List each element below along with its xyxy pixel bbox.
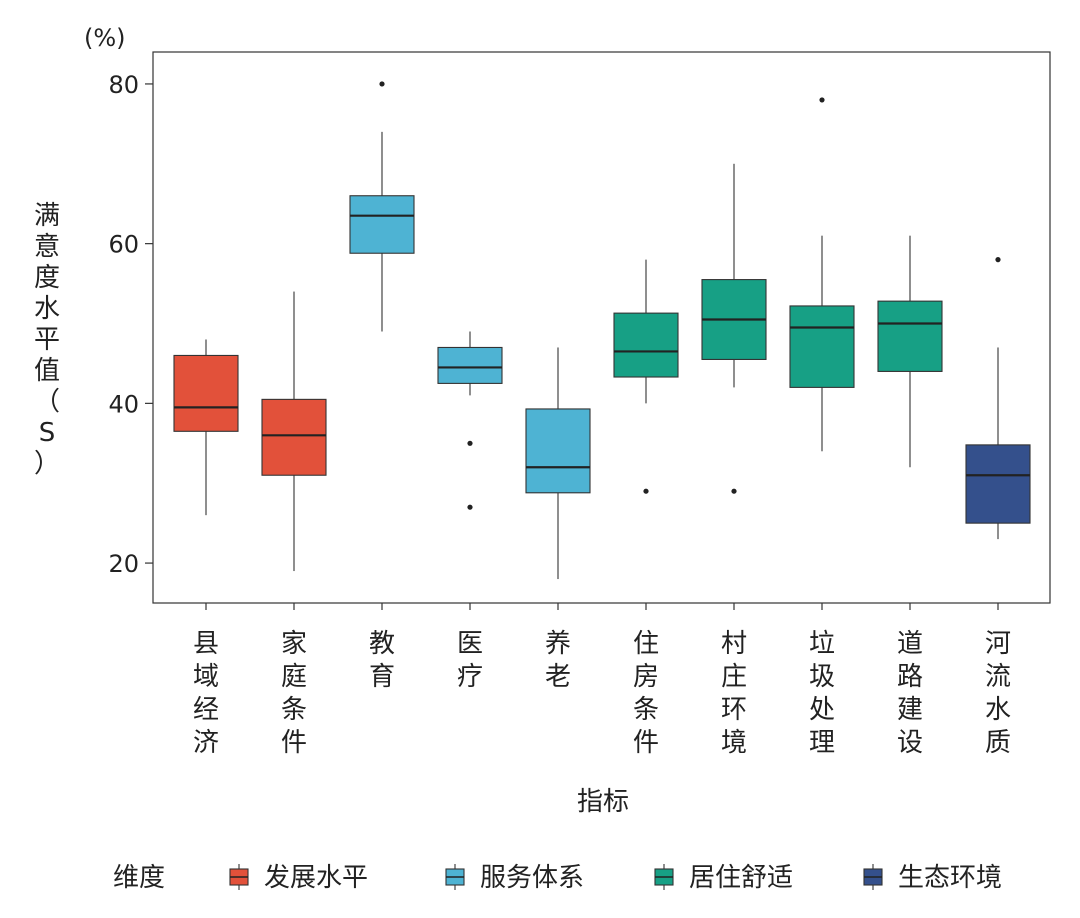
x-tick-label: 道路建设	[897, 629, 923, 758]
x-tick-label: 养老	[545, 629, 571, 692]
x-tick-label: 垃圾处理	[809, 629, 835, 758]
y-tick-label: 60	[108, 231, 139, 259]
y-unit-label: (%)	[84, 24, 126, 52]
box-8	[789, 97, 855, 452]
outlier-point	[643, 488, 649, 494]
box-4	[437, 331, 503, 510]
legend-label: 生态环境	[898, 863, 1002, 893]
outlier-point	[379, 81, 385, 87]
x-tick-label: 教育	[369, 629, 395, 692]
outlier-point	[467, 440, 473, 446]
box-body	[173, 354, 239, 432]
x-tick-label: 村庄环境	[721, 629, 747, 758]
legend: 维度 发展水平 服务体系 居住舒适 生态环境	[113, 863, 1002, 893]
box-body	[789, 305, 855, 388]
outlier-point	[467, 504, 473, 510]
box-6	[613, 259, 679, 494]
box-10	[965, 257, 1031, 540]
outlier-point	[995, 257, 1001, 263]
y-tick-label: 20	[108, 550, 139, 578]
outlier-point	[731, 488, 737, 494]
plot-frame	[152, 51, 1051, 604]
y-axis-title: 满意度水平值（ S）	[34, 201, 60, 479]
box-body	[261, 398, 327, 476]
x-tick-label: 县域经济	[193, 629, 219, 758]
box-9	[877, 235, 943, 468]
legend-label: 居住舒适	[689, 863, 793, 893]
box-body	[613, 312, 679, 378]
legend-label: 发展水平	[264, 863, 368, 893]
legend-title: 维度	[113, 863, 165, 893]
x-axis-title: 指标	[577, 787, 629, 817]
box-1	[173, 339, 239, 516]
legend-label: 服务体系	[480, 863, 584, 893]
box-body	[349, 195, 415, 254]
y-tick-label: 40	[108, 390, 139, 418]
x-tick-label: 河流水质	[985, 629, 1011, 758]
x-tick-label: 家庭条件	[281, 629, 307, 758]
outlier-point	[819, 97, 825, 103]
box-body	[877, 300, 943, 372]
legend-entry-3: 居住舒适	[654, 863, 793, 893]
box-3	[349, 81, 415, 332]
box-2	[261, 291, 327, 572]
legend-entry-2: 服务体系	[445, 863, 584, 893]
y-axis: 20 40 60 80 (%) 满意度水平值（ S）	[34, 24, 153, 578]
box-body	[525, 408, 591, 494]
box-5	[525, 347, 591, 580]
y-tick-label: 80	[108, 71, 139, 99]
x-tick-label: 医疗	[457, 629, 483, 692]
x-tick-label: 住房条件	[633, 629, 659, 758]
box-body	[965, 444, 1031, 524]
legend-entry-1: 发展水平	[229, 863, 368, 893]
box-7	[701, 163, 767, 494]
legend-entry-4: 生态环境	[863, 863, 1002, 893]
box-body	[437, 346, 503, 384]
plot-layer	[152, 51, 1051, 604]
